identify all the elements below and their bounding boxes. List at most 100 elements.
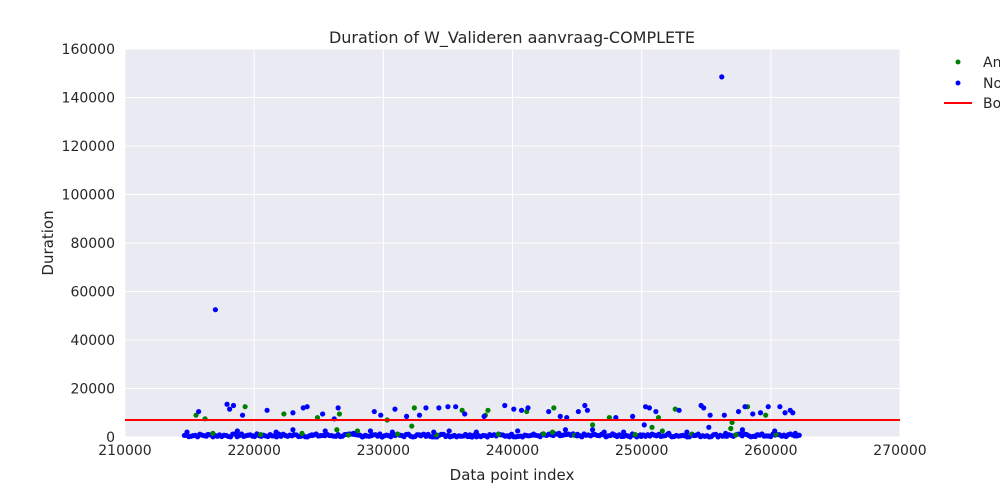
data-point — [453, 404, 459, 410]
data-point — [371, 408, 377, 415]
data-point — [367, 428, 374, 434]
data-point — [589, 427, 596, 433]
data-point — [511, 406, 517, 412]
data-point — [515, 428, 521, 434]
y-tick-label: 120000 — [62, 139, 115, 155]
data-point — [230, 402, 237, 409]
data-point — [733, 432, 739, 438]
data-point — [735, 408, 742, 415]
data-point — [723, 430, 729, 436]
data-point — [684, 429, 690, 435]
data-point — [739, 427, 746, 433]
data-point — [706, 424, 712, 430]
data-point — [436, 405, 442, 411]
data-point — [666, 430, 672, 436]
data-point — [659, 428, 665, 434]
legend-marker-blue — [955, 80, 961, 86]
data-point — [322, 428, 328, 434]
data-point — [446, 428, 452, 434]
legend-label-bo: Bo — [983, 96, 1000, 112]
y-tick-labels: 0 20000 40000 60000 80000 100000 120000 140000 1… — [62, 42, 115, 446]
data-point — [423, 405, 429, 411]
x-tick-label: 260000 — [744, 443, 797, 459]
data-point — [777, 404, 783, 410]
data-point — [721, 412, 727, 418]
data-point — [632, 431, 638, 438]
data-point — [637, 432, 643, 438]
data-point — [765, 404, 771, 410]
data-point — [750, 411, 756, 417]
data-point — [473, 429, 479, 435]
data-point — [467, 432, 473, 438]
data-point — [290, 410, 296, 416]
data-point — [334, 427, 340, 433]
data-point — [362, 432, 368, 438]
data-point — [320, 411, 326, 417]
data-point — [242, 404, 248, 410]
data-point — [462, 411, 468, 417]
data-point — [630, 413, 636, 419]
data-point — [224, 401, 230, 407]
data-point — [481, 413, 487, 419]
data-point — [782, 410, 788, 416]
data-point — [273, 429, 279, 435]
data-point — [502, 402, 508, 409]
x-tick-label: 220000 — [227, 443, 280, 459]
data-point — [507, 432, 513, 439]
data-point — [431, 429, 437, 435]
data-point — [518, 407, 525, 413]
data-point — [620, 429, 627, 435]
data-point — [290, 427, 296, 433]
data-point — [613, 415, 619, 421]
data-point — [227, 406, 233, 412]
data-point — [212, 307, 219, 313]
data-point — [250, 433, 256, 439]
data-point — [459, 407, 465, 413]
legend: An No Bo — [944, 55, 1000, 112]
data-point — [354, 428, 361, 434]
data-point — [653, 408, 659, 415]
x-tick-label: 230000 — [357, 443, 410, 459]
y-tick-label: 40000 — [70, 333, 115, 349]
data-point — [378, 412, 384, 418]
data-point — [781, 433, 787, 439]
data-point — [582, 402, 588, 409]
y-tick-label: 60000 — [70, 285, 115, 301]
data-point — [309, 432, 315, 439]
data-point — [281, 411, 287, 417]
x-tick-label: 240000 — [486, 443, 539, 459]
y-tick-label: 100000 — [62, 188, 115, 204]
data-point — [763, 412, 769, 418]
data-point — [754, 432, 760, 438]
data-point — [345, 432, 352, 438]
data-point — [389, 429, 395, 435]
data-point — [205, 431, 211, 438]
data-point — [692, 432, 698, 439]
data-point — [551, 405, 557, 411]
data-point — [601, 429, 607, 435]
data-point — [193, 412, 199, 418]
data-point — [335, 405, 341, 411]
data-point — [336, 411, 343, 417]
data-point — [418, 433, 424, 439]
data-point — [729, 419, 735, 426]
x-axis-title: Data point index — [450, 466, 575, 484]
data-point — [562, 427, 569, 433]
data-point — [485, 407, 491, 413]
y-tick-label: 160000 — [62, 42, 115, 58]
data-point — [196, 408, 202, 415]
data-point — [646, 405, 653, 411]
data-point — [584, 407, 591, 413]
data-point — [701, 405, 707, 411]
data-point — [184, 429, 190, 435]
data-point — [757, 410, 764, 416]
y-tick-label: 0 — [106, 430, 115, 446]
x-tick-labels: 210000 220000 230000 240000 250000 260000 2700… — [98, 443, 926, 459]
data-point — [611, 432, 618, 438]
data-point — [394, 431, 401, 437]
data-point — [409, 423, 415, 429]
data-point — [790, 410, 796, 416]
data-point — [299, 430, 305, 436]
chart-title: Duration of W_Valideren aanvraag-COMPLET… — [329, 28, 695, 48]
